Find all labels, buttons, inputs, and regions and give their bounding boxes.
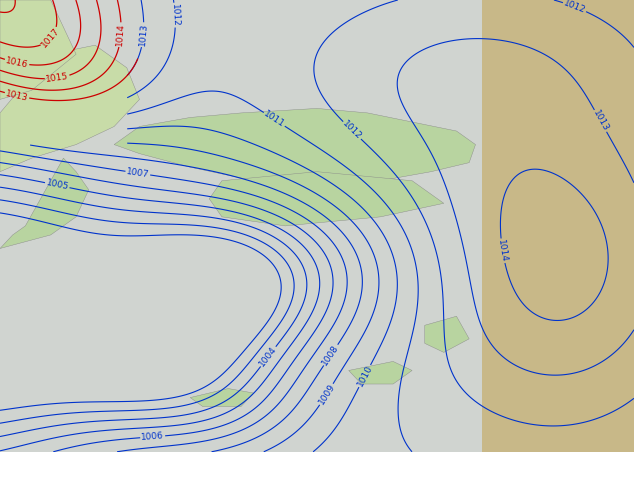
Text: 1014: 1014	[496, 239, 509, 263]
Polygon shape	[425, 316, 469, 352]
Text: 1008: 1008	[321, 343, 341, 367]
Polygon shape	[0, 45, 139, 172]
Text: 1004: 1004	[257, 345, 279, 368]
Text: 1009: 1009	[316, 382, 337, 407]
Text: 1007: 1007	[126, 167, 150, 179]
Polygon shape	[0, 0, 634, 452]
Polygon shape	[190, 389, 254, 407]
Text: 1012: 1012	[340, 119, 363, 142]
Text: 1013: 1013	[591, 109, 610, 133]
Polygon shape	[0, 158, 89, 248]
Text: 1015: 1015	[45, 72, 69, 84]
Text: 1013: 1013	[5, 89, 29, 102]
Polygon shape	[482, 0, 634, 452]
Text: 1016: 1016	[5, 56, 29, 70]
Polygon shape	[209, 172, 444, 226]
Text: 1012: 1012	[170, 3, 180, 27]
Text: 1006: 1006	[141, 431, 164, 442]
Text: 1012: 1012	[562, 0, 587, 15]
Text: 1014: 1014	[115, 23, 126, 47]
Polygon shape	[114, 108, 476, 185]
Text: © weatheronline.co.uk: © weatheronline.co.uk	[504, 479, 628, 490]
Text: Su 05-05-2024 06:00 UTC (12+90): Su 05-05-2024 06:00 UTC (12+90)	[395, 459, 628, 472]
Text: 1017: 1017	[40, 26, 61, 50]
Polygon shape	[0, 0, 76, 99]
Text: 1013: 1013	[138, 23, 149, 47]
Polygon shape	[349, 362, 412, 384]
Text: 1011: 1011	[262, 109, 287, 129]
Text: Surface pressure [hPa] Arpege-eu: Surface pressure [hPa] Arpege-eu	[6, 461, 247, 473]
Text: 1005: 1005	[45, 178, 69, 192]
Text: 1010: 1010	[356, 364, 374, 388]
